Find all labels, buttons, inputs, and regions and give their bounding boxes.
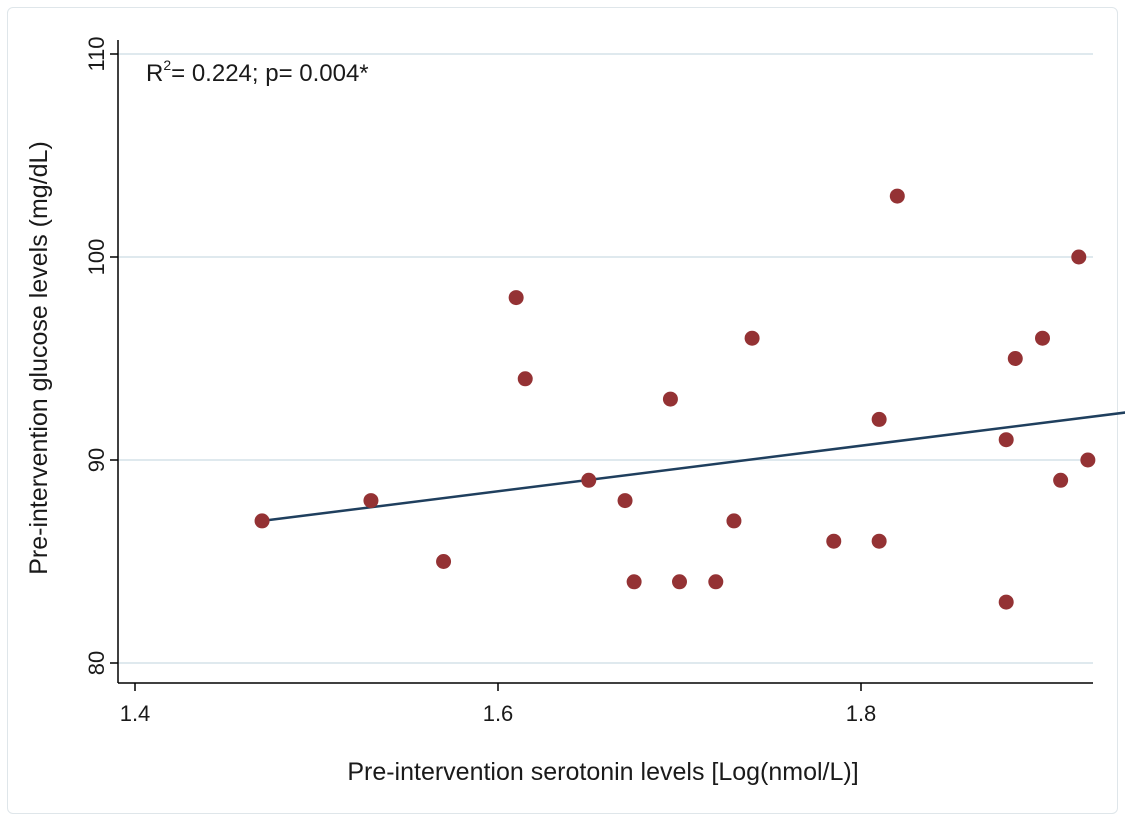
data-points — [254, 188, 1096, 610]
regression-line — [261, 411, 1125, 523]
data-point-19 — [998, 594, 1014, 610]
y-tick-label-100: 100 — [84, 239, 109, 276]
regression-line-group — [261, 411, 1125, 523]
data-point-20 — [1007, 351, 1023, 366]
data-point-24 — [1080, 452, 1096, 468]
x-tick-label-1.6: 1.6 — [483, 701, 514, 726]
y-tick-label-90: 90 — [84, 448, 109, 472]
data-point-12 — [726, 513, 742, 529]
data-point-2 — [363, 493, 379, 509]
data-point-22 — [1053, 472, 1069, 488]
x-tick-label-1.4: 1.4 — [120, 701, 151, 726]
chart-frame — [7, 7, 1118, 814]
data-point-7 — [617, 493, 633, 509]
x-tick-label-1.8: 1.8 — [846, 701, 877, 726]
x-axis-title: Pre-intervention serotonin levels [Log(n… — [347, 758, 858, 786]
data-point-1 — [254, 513, 270, 529]
data-point-11 — [708, 574, 724, 590]
data-point-15 — [871, 411, 887, 427]
data-point-18 — [998, 432, 1014, 448]
y-tick-label-80: 80 — [84, 651, 109, 675]
data-point-14 — [826, 533, 842, 549]
y-axis-title: Pre-intervention glucose levels (mg/dL) — [25, 141, 53, 575]
data-point-16 — [871, 533, 887, 549]
data-point-6 — [581, 472, 597, 488]
data-point-8 — [626, 574, 642, 590]
r-squared-annotation: R2= 0.224; p= 0.004* — [146, 57, 369, 87]
data-point-4 — [508, 290, 524, 306]
data-point-21 — [1035, 330, 1050, 346]
data-point-17 — [889, 188, 905, 204]
data-point-23 — [1071, 249, 1087, 265]
data-point-3 — [436, 554, 452, 569]
y-tick-label-110: 110 — [84, 36, 109, 71]
data-point-5 — [517, 371, 533, 387]
data-point-9 — [662, 391, 678, 407]
gridlines — [118, 53, 1093, 664]
data-point-10 — [672, 574, 687, 590]
data-point-13 — [744, 330, 760, 346]
